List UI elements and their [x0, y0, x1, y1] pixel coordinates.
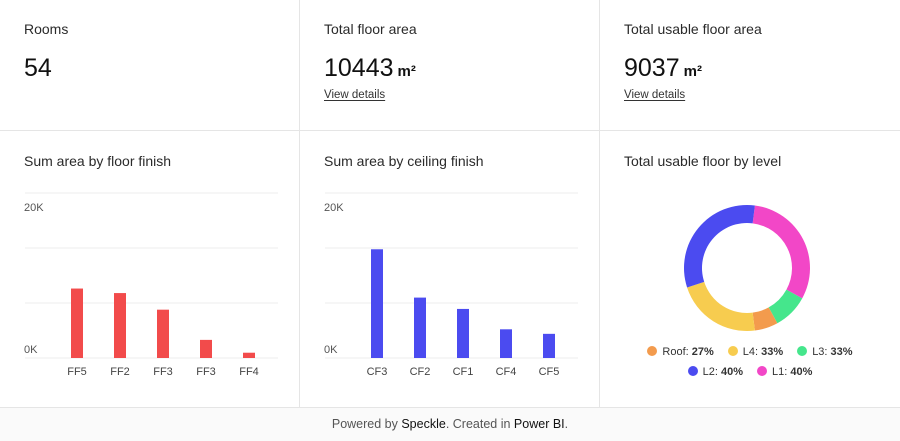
donut-slice-l1[interactable] — [752, 205, 810, 299]
ceiling-finish-chart-card: Sum area by ceiling finish 20K 0K CF3 CF2 CF… — [300, 131, 600, 408]
donut-slice-l2[interactable] — [684, 205, 755, 288]
ceiling-finish-xtick-label: CF1 — [453, 366, 474, 378]
floor-finish-ytick-top: 20K — [24, 202, 44, 214]
legend-dot — [797, 346, 808, 356]
kpi-rooms-value: 54 — [24, 54, 52, 82]
ceiling-finish-bar-cf4[interactable] — [500, 329, 512, 358]
legend-name: Roof: — [662, 346, 692, 358]
floor-finish-xtick-label: FF3 — [153, 366, 173, 378]
footer: Powered by Speckle. Created in Power BI. — [0, 408, 900, 441]
kpi-total-floor-number: 10443 — [324, 54, 394, 82]
ceiling-finish-xtick-label: CF5 — [539, 366, 560, 378]
kpi-usable-floor-value: 9037 m² — [624, 54, 702, 83]
legend-dot — [757, 366, 767, 376]
usable-floor-by-level-title: Total usable floor by level — [624, 153, 782, 169]
legend-name: L4: — [742, 346, 762, 358]
legend-item-l4[interactable]: L4: 33% — [727, 346, 784, 358]
floor-finish-chart-card: Sum area by floor finish 20K 0K FF5 FF2 FF3 F… — [0, 131, 300, 408]
donut-legend-row-1: Roof: 27% L4: 33% L3: 33% — [600, 346, 900, 358]
legend-dot — [647, 346, 658, 356]
legend-name: L2: — [702, 366, 721, 378]
floor-finish-ytick-bottom: 0K — [24, 344, 38, 356]
usable-floor-donut-chart — [684, 205, 810, 331]
kpi-usable-floor-label: Total usable floor area — [624, 21, 762, 37]
kpi-usable-floor-number: 9037 — [624, 54, 680, 82]
kpi-rooms-label: Rooms — [24, 21, 69, 37]
legend-pct: 40% — [720, 366, 743, 378]
donut-legend-row-2: L2: 40% L1: 40% — [600, 366, 900, 378]
floor-finish-bar-ff2[interactable] — [114, 293, 126, 358]
donut-slice-roof[interactable] — [752, 307, 778, 331]
ceiling-finish-bar-cf3[interactable] — [371, 249, 383, 358]
floor-finish-bar-ff3[interactable] — [157, 309, 169, 358]
total-floor-view-details-link[interactable]: View details — [324, 89, 386, 101]
usable-floor-view-details-link[interactable]: View details — [624, 89, 686, 101]
floor-finish-bar-ff3[interactable] — [200, 339, 212, 358]
ceiling-finish-bar-cf1[interactable] — [457, 308, 469, 358]
legend-item-roof[interactable]: Roof: 27% — [647, 346, 714, 358]
ceiling-finish-xtick-label: CF4 — [496, 366, 517, 378]
kpi-rooms-card: Rooms 54 — [0, 0, 300, 131]
kpi-total-floor-card: Total floor area 10443 m² View details — [300, 0, 600, 131]
kpi-total-floor-label: Total floor area — [324, 21, 417, 37]
legend-dot — [687, 366, 698, 376]
legend-pct: 40% — [790, 366, 813, 378]
footer-prefix: Powered by — [331, 417, 402, 431]
floor-finish-chart-title: Sum area by floor finish — [24, 153, 172, 169]
floor-finish-xtick-label: FF3 — [196, 366, 216, 378]
footer-suffix: . — [564, 417, 569, 431]
donut-slice-l3[interactable] — [768, 289, 803, 324]
ceiling-finish-ytick-bottom: 0K — [324, 344, 338, 356]
dashboard-grid: Rooms 54 Total floor area 10443 m² View d… — [0, 0, 900, 408]
legend-pct: 33% — [761, 346, 784, 358]
floor-finish-bar-chart: 20K 0K FF5 FF2 FF3 FF3 FF4 — [24, 192, 278, 378]
usable-floor-by-level-card: Total usable floor by level Roof: 27% L4:… — [600, 131, 900, 408]
kpi-usable-floor-unit: m² — [683, 63, 702, 80]
ceiling-finish-bar-cf2[interactable] — [414, 297, 426, 358]
legend-item-l3[interactable]: L3: 33% — [797, 346, 853, 358]
floor-finish-xtick-label: FF5 — [67, 366, 87, 378]
legend-dot — [727, 346, 738, 356]
legend-item-l1[interactable]: L1: 40% — [757, 366, 812, 378]
kpi-usable-floor-card: Total usable floor area 9037 m² View deta… — [600, 0, 900, 131]
legend-item-l2[interactable]: L2: 40% — [687, 366, 743, 378]
footer-speckle-link[interactable]: Speckle — [401, 417, 446, 431]
legend-name: L1: — [772, 366, 791, 378]
kpi-total-floor-value: 10443 m² — [324, 54, 416, 83]
ceiling-finish-bar-cf5[interactable] — [543, 333, 555, 358]
legend-name: L3: — [812, 346, 831, 358]
floor-finish-bar-ff5[interactable] — [71, 288, 83, 358]
floor-finish-xtick-label: FF2 — [110, 366, 130, 378]
floor-finish-xtick-label: FF4 — [239, 366, 259, 378]
ceiling-finish-ytick-top: 20K — [324, 202, 344, 214]
floor-finish-bar-ff4[interactable] — [243, 352, 255, 358]
footer-middle: . Created in — [445, 417, 514, 431]
ceiling-finish-bar-chart: 20K 0K CF3 CF2 CF1 CF4 CF5 — [324, 192, 578, 378]
legend-pct: 33% — [830, 346, 853, 358]
ceiling-finish-chart-title: Sum area by ceiling finish — [324, 153, 484, 169]
ceiling-finish-xtick-label: CF3 — [367, 366, 388, 378]
legend-pct: 27% — [691, 346, 714, 358]
footer-powerbi-link[interactable]: Power BI — [513, 417, 565, 431]
donut-slice-l4[interactable] — [687, 281, 755, 331]
ceiling-finish-xtick-label: CF2 — [410, 366, 431, 378]
kpi-total-floor-unit: m² — [397, 63, 416, 80]
